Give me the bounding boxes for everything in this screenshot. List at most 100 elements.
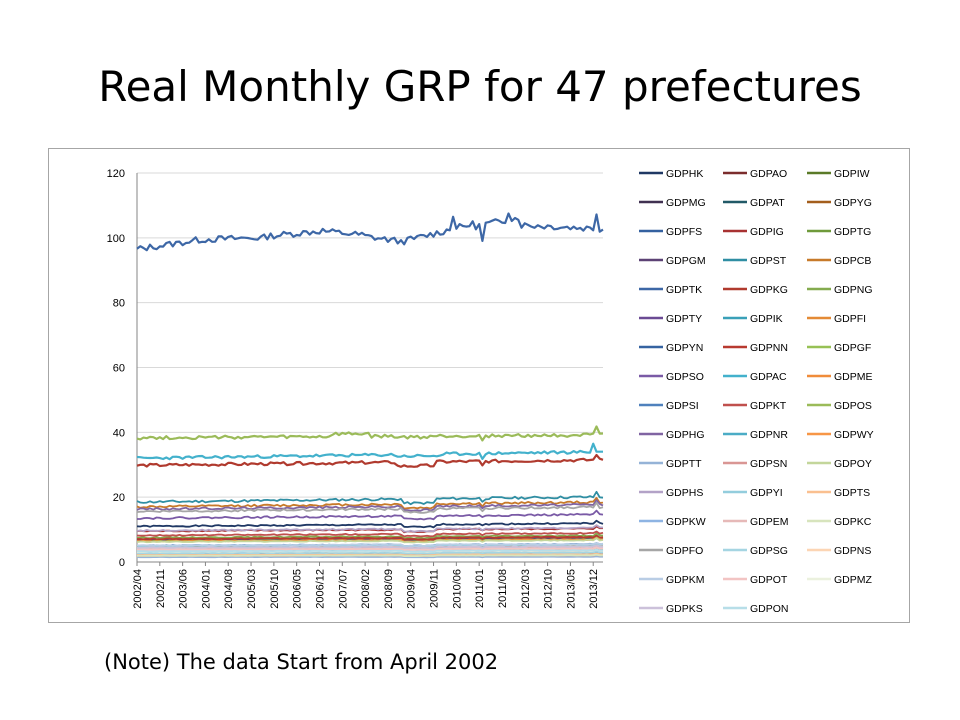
x-tick-label: 2012/03 — [520, 569, 532, 609]
y-tick-label: 20 — [113, 492, 125, 504]
series-line-gdpon — [137, 548, 604, 553]
legend-label: GDPWY — [834, 429, 874, 441]
legend-label: GDPNG — [834, 284, 873, 296]
legend-label: GDPME — [834, 371, 873, 383]
legend-label: GDPTT — [666, 458, 702, 470]
x-tick-label: 2009/04 — [406, 569, 418, 609]
series-line-gdpst — [136, 490, 604, 506]
legend-label: GDPCB — [834, 255, 871, 267]
line-chart: 0 20 40 60 80 100 120 2002/04 2002/11 2003/06 2004… — [107, 168, 874, 615]
legend-label: GDPKM — [666, 574, 705, 586]
legend-label: GDPNS — [834, 545, 871, 557]
legend-label: GDPYN — [666, 342, 703, 354]
x-tick-label: 2002/11 — [155, 569, 167, 608]
legend-label: GDPNR — [750, 429, 788, 441]
y-tick-label: 40 — [113, 427, 125, 439]
legend-label: GDPFS — [666, 226, 702, 238]
legend-label: GDPSG — [750, 545, 788, 557]
legend-label: GDPIW — [834, 168, 870, 180]
legend-label: GDPKT — [750, 400, 787, 412]
series-line-gdpkt — [136, 530, 604, 538]
legend-label: GDPIG — [750, 226, 784, 238]
x-tick-label: 2008/02 — [360, 569, 372, 609]
legend-label: GDPMZ — [834, 574, 873, 586]
legend-label: GDPFO — [666, 545, 703, 557]
legend-label: GDPMG — [666, 197, 706, 209]
legend-label: GDPHK — [666, 168, 703, 180]
legend-label: GDPGF — [834, 342, 871, 354]
x-tick-label: 2011/01 — [474, 569, 486, 608]
x-tick-label: 2010/06 — [451, 569, 463, 609]
chart-frame: 0 20 40 60 80 100 120 2002/04 2002/11 2003/06 2004… — [48, 148, 910, 623]
series-line-gdpkc — [136, 553, 603, 557]
legend-label: GDPAC — [750, 371, 787, 383]
series-line-gdpac — [136, 442, 603, 461]
x-tick-label: 2004/01 — [200, 569, 212, 609]
legend-label: GDPOY — [834, 458, 872, 470]
series-line-gdpcb — [136, 497, 604, 510]
series-line-gdpkg — [136, 453, 604, 468]
x-tick-label: 2003/06 — [178, 569, 190, 609]
legend-label: GDPAO — [750, 168, 787, 180]
series-line-gdpfo — [136, 501, 604, 514]
y-tick-label: 100 — [107, 233, 125, 245]
legend-label: GDPYI — [750, 487, 783, 499]
series-line-gdpsg — [136, 550, 604, 555]
legend-label: GDPTK — [666, 284, 702, 296]
series-line-gdpos — [136, 425, 604, 442]
y-tick-label: 80 — [113, 298, 125, 310]
x-tick-label: 2005/10 — [269, 569, 281, 609]
legend-label: GDPIK — [750, 313, 783, 325]
series-line-gdphg — [136, 499, 604, 512]
series-line-gdpso — [137, 509, 604, 521]
x-tick-label: 2005/03 — [246, 569, 258, 609]
series-line-gdphs — [136, 524, 604, 533]
series-line-gdpks — [137, 544, 603, 550]
legend-label: GDPKC — [834, 516, 872, 528]
series-line-gdpnn — [137, 534, 604, 541]
series-line-gdptk — [136, 212, 604, 252]
y-tick-label: 0 — [119, 557, 125, 569]
slide-title: Real Monthly GRP for 47 prefectures — [98, 62, 862, 111]
x-tick-label: 2006/05 — [292, 569, 304, 609]
x-tick-label: 2013/12 — [588, 569, 600, 609]
series-line-gdpkm — [136, 542, 604, 547]
legend-label: GDPOS — [834, 400, 872, 412]
legend-label: GDPTY — [666, 313, 702, 325]
x-tick-label: 2002/04 — [132, 569, 144, 609]
legend-label: GDPHS — [666, 487, 703, 499]
y-tick-label: 120 — [107, 168, 125, 180]
legend-label: GDPKS — [666, 603, 703, 615]
legend-label: GDPKW — [666, 516, 706, 528]
series-line-gdptt — [136, 555, 603, 559]
legend-label: GDPKG — [750, 284, 788, 296]
legend-label: GDPSO — [666, 371, 704, 383]
legend-label: GDPAT — [750, 197, 785, 209]
x-tick-label: 2004/08 — [223, 569, 235, 609]
legend-label: GDPHG — [666, 429, 705, 441]
x-tick-label: 2007/07 — [337, 569, 349, 609]
legend-label: GDPON — [750, 603, 789, 615]
x-tick-label: 2006/12 — [314, 569, 326, 609]
legend-label: GDPTS — [834, 487, 870, 499]
series-line-gdpoy — [136, 537, 604, 544]
x-tick-label: 2009/11 — [429, 569, 441, 608]
footnote: (Note) The data Start from April 2002 — [104, 650, 499, 674]
legend-label: GDPYG — [834, 197, 872, 209]
legend-label: GDPNN — [750, 342, 788, 354]
x-tick-label: 2013/05 — [565, 569, 577, 609]
legend-label: GDPSN — [750, 458, 787, 470]
legend-label: GDPGM — [666, 255, 706, 267]
legend-label: GDPSI — [666, 400, 699, 412]
legend-label: GDPOT — [750, 574, 788, 586]
legend-label: GDPFI — [834, 313, 866, 325]
legend-label: GDPTG — [834, 226, 871, 238]
series-line-gdpng — [136, 532, 604, 540]
x-tick-label: 2008/09 — [383, 569, 395, 609]
legend-label: GDPST — [750, 255, 787, 267]
legend-label: GDPEM — [750, 516, 789, 528]
x-tick-label: 2011/08 — [497, 569, 509, 608]
series-line-gdphk — [136, 519, 604, 529]
x-tick-label: 2012/10 — [543, 569, 555, 609]
y-tick-label: 60 — [113, 363, 125, 375]
